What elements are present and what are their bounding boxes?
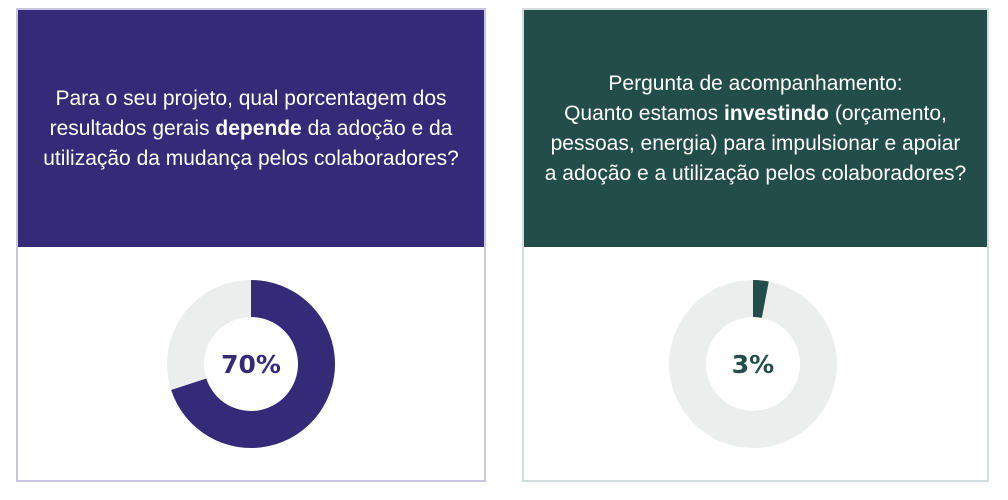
donut-label: 3%	[732, 350, 774, 379]
donut-chart: 3%	[669, 280, 837, 448]
card-header: Para o seu projeto, qual porcentagem dos…	[18, 10, 484, 247]
card-dependence: Para o seu projeto, qual porcentagem dos…	[16, 8, 486, 482]
donut-value-arc	[753, 280, 769, 318]
donut-label: 70%	[221, 350, 281, 379]
card-header: Pergunta de acompanhamento: Quanto estamo…	[524, 10, 987, 247]
question-text: Para o seu projeto, qual porcentagem dos…	[43, 86, 459, 170]
donut-chart: 70%	[167, 280, 335, 448]
question-text: Pergunta de acompanhamento: Quanto estamo…	[544, 71, 967, 185]
donut-value-arc	[171, 280, 335, 448]
card-investment: Pergunta de acompanhamento: Quanto estamo…	[522, 8, 989, 482]
